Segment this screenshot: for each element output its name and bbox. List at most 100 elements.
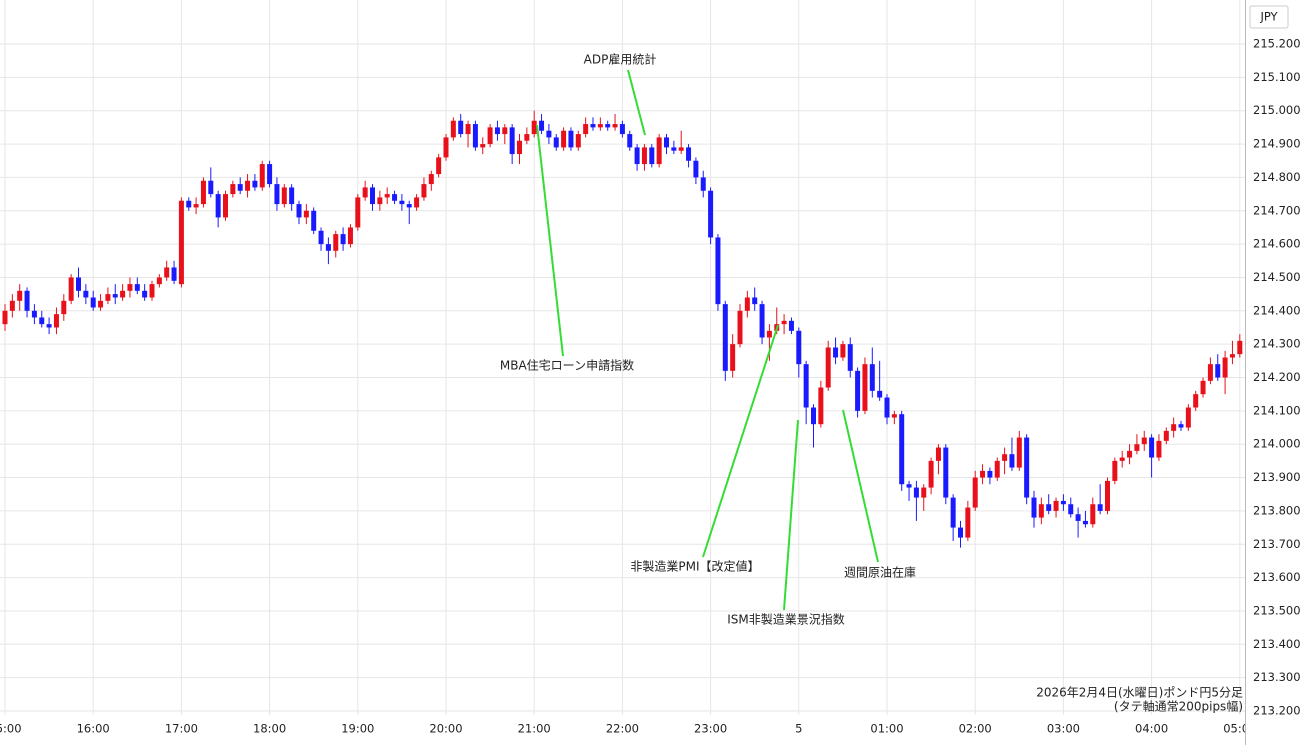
candle-body [899, 414, 905, 485]
candle-body [267, 164, 273, 185]
x-tick-label: 16:00 [77, 722, 110, 736]
candle-body [1082, 520, 1088, 525]
candle-body [208, 180, 214, 195]
candle-body [509, 127, 515, 155]
candle-body [862, 364, 868, 411]
candle-body [1141, 437, 1147, 445]
y-tick-label: 214.300 [1253, 337, 1300, 351]
candle-body [90, 297, 96, 308]
candle-body [1119, 457, 1125, 461]
candle-body [68, 277, 74, 301]
candle-body [377, 197, 383, 205]
candle-body [1053, 500, 1059, 511]
x-tick-label: 20:00 [429, 722, 462, 736]
candle-body [347, 227, 353, 245]
y-tick-label: 214.800 [1253, 170, 1300, 184]
candle-body [715, 237, 721, 305]
candle-body [31, 310, 37, 318]
candle-body [289, 187, 295, 205]
candle-body [700, 177, 706, 191]
candle-body [1075, 514, 1081, 521]
candle-body [186, 200, 192, 208]
candle-body [421, 184, 427, 198]
candle-body [1200, 380, 1206, 395]
candle-body [1046, 504, 1052, 511]
candle-body [546, 130, 552, 138]
candle-body [1163, 430, 1169, 441]
candle-body [9, 300, 15, 311]
candle-body [1112, 460, 1118, 481]
candle-body [664, 137, 669, 148]
candle-body [935, 447, 941, 461]
candle-body [730, 344, 736, 371]
y-axis: 213.200 213.300 213.400 213.500 213.600 213.7… [1253, 37, 1300, 718]
y-tick-label: 214.100 [1253, 403, 1300, 417]
candle-body [252, 180, 258, 188]
candle-body [884, 397, 890, 418]
candle-body [215, 194, 221, 218]
candle-body [428, 174, 434, 185]
x-tick-label: 21:00 [518, 722, 551, 736]
candle-body [245, 180, 251, 191]
candle-body [112, 294, 118, 298]
candle-body [223, 194, 228, 218]
candle-body [76, 277, 81, 291]
candle-body [950, 497, 956, 528]
candle-body [1002, 454, 1008, 461]
candle-body [605, 124, 611, 128]
candle-body [392, 194, 398, 201]
candle-body [575, 134, 581, 148]
candle-body [105, 294, 111, 301]
y-tick-label: 213.300 [1253, 670, 1300, 684]
candle-body [781, 320, 787, 325]
candle-body [627, 134, 633, 148]
candle-body [325, 244, 331, 251]
candle-body [259, 164, 265, 188]
y-tick-label: 213.800 [1253, 503, 1300, 517]
candle-body [333, 234, 339, 251]
candle-body [980, 470, 986, 478]
candle-body [553, 137, 559, 148]
candle-body [178, 200, 184, 285]
candle-body [1215, 364, 1221, 378]
candle-body [472, 124, 478, 148]
candle-body [458, 120, 464, 135]
y-tick-label: 213.500 [1253, 603, 1300, 617]
candle-body [311, 210, 317, 231]
candle-body [583, 124, 589, 135]
candle-body [539, 120, 545, 131]
note-line: 2026年2月4日(水曜日)ポンド円5分足 [1036, 686, 1243, 700]
candle-body [641, 147, 647, 165]
y-tick-label: 213.700 [1253, 537, 1300, 551]
candle-body [877, 390, 883, 398]
candle-body [994, 460, 1000, 478]
candle-body [296, 204, 302, 218]
candle-body [803, 364, 809, 408]
candle-body [1185, 407, 1191, 428]
candle-body [443, 137, 449, 158]
candle-body [906, 484, 912, 488]
candle-body [928, 460, 934, 488]
x-tick-label: 18:00 [253, 722, 286, 736]
annotation-label: 週間原油在庫 [844, 566, 916, 580]
y-tick-label: 214.500 [1253, 270, 1300, 284]
candle-body [847, 344, 853, 371]
grid: 15:00 16:00 17:00 18:00 19:00 20:00 21:00 22:00… [0, 0, 1256, 736]
candle-body [1024, 437, 1030, 498]
axis-panel [1245, 0, 1300, 745]
candle-body [744, 297, 750, 311]
y-tick-label: 213.600 [1253, 570, 1300, 584]
candle-body [127, 284, 133, 291]
candle-body [134, 284, 140, 291]
candle-body [480, 144, 486, 148]
candle-body [833, 347, 839, 358]
annotation-line [536, 124, 564, 357]
candle-body [46, 324, 52, 328]
candle-body [1031, 497, 1037, 518]
candle-body [818, 387, 824, 425]
candle-body [811, 407, 816, 425]
y-tick-label: 215.200 [1253, 37, 1300, 51]
candle-body [708, 190, 714, 238]
